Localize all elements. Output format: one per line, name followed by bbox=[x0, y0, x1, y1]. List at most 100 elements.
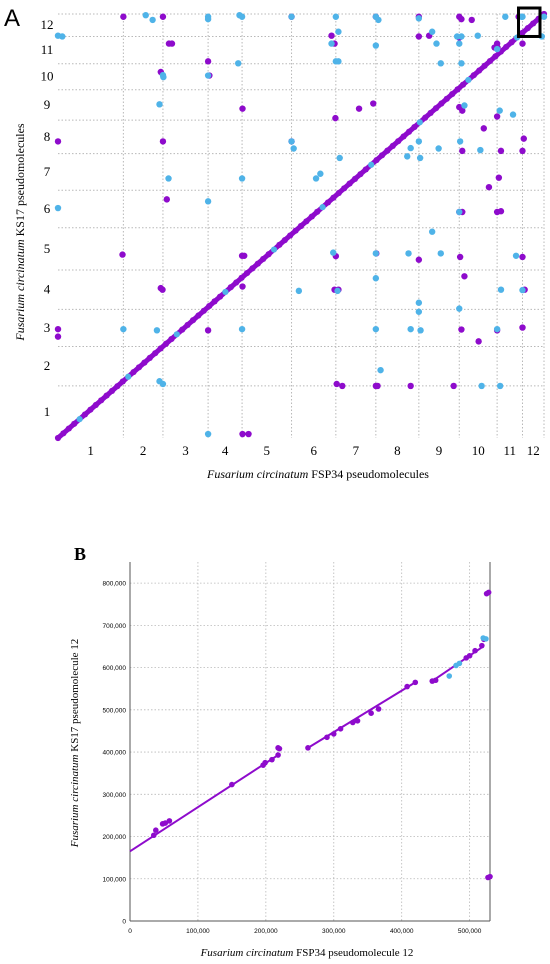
diagonal-bead bbox=[81, 411, 89, 418]
y-tick-label: 700,000 bbox=[103, 623, 127, 630]
diagonal-bead bbox=[530, 20, 537, 27]
diagonal-bead bbox=[362, 166, 369, 173]
data-point-blue bbox=[290, 145, 297, 152]
data-point-purple bbox=[458, 326, 465, 333]
data-point-blue bbox=[416, 154, 424, 162]
data-point-purple bbox=[166, 818, 173, 824]
panel-b-grid bbox=[130, 562, 490, 921]
data-point-blue bbox=[433, 40, 440, 47]
x-chromosome-label: 5 bbox=[264, 443, 271, 458]
data-point-purple bbox=[324, 734, 330, 741]
data-point-blue bbox=[478, 382, 485, 390]
data-point-purple bbox=[475, 338, 482, 345]
data-point-blue bbox=[204, 198, 212, 205]
diagonal-bead bbox=[54, 434, 62, 442]
data-point-blue bbox=[435, 145, 442, 152]
data-point-blue bbox=[518, 13, 525, 20]
y-chromosome-label: 3 bbox=[44, 320, 51, 335]
data-point-blue bbox=[405, 250, 412, 257]
x-tick-label: 400,000 bbox=[390, 928, 414, 935]
diagonal-bead bbox=[92, 401, 99, 409]
data-point-blue bbox=[288, 13, 295, 20]
data-point-purple bbox=[269, 756, 275, 763]
data-point-blue bbox=[149, 16, 156, 24]
data-point-purple bbox=[355, 105, 363, 112]
diagonal-bead bbox=[135, 364, 143, 371]
data-point-blue bbox=[332, 13, 340, 20]
diagonal-bead bbox=[319, 204, 326, 211]
data-point-purple bbox=[487, 873, 493, 880]
data-point-blue bbox=[540, 13, 548, 20]
data-point-purple bbox=[459, 147, 466, 155]
diagonal-bead bbox=[357, 171, 364, 178]
data-point-purple bbox=[479, 642, 485, 649]
data-point-blue bbox=[120, 325, 127, 333]
y-tick-label: 100,000 bbox=[103, 876, 127, 883]
diagonal-bead bbox=[287, 232, 294, 239]
y-chromosome-label: 6 bbox=[44, 201, 51, 216]
diagonal-bead bbox=[303, 218, 310, 225]
diagonal-bead bbox=[400, 133, 407, 140]
diagonal-bead bbox=[432, 105, 440, 112]
y-chromosome-label: 11 bbox=[41, 42, 54, 57]
data-point-blue bbox=[415, 15, 423, 22]
y-chromosome-label: 2 bbox=[44, 358, 51, 373]
data-point-blue bbox=[502, 13, 509, 20]
data-point-purple bbox=[239, 105, 246, 112]
data-point-purple bbox=[468, 16, 475, 24]
data-point-blue bbox=[372, 325, 380, 333]
panel-b-axes bbox=[129, 562, 491, 922]
x-chromosome-label: 2 bbox=[140, 443, 147, 458]
data-point-blue bbox=[458, 60, 465, 67]
diagonal-bead bbox=[98, 397, 105, 404]
diagonal-bead bbox=[486, 58, 494, 65]
data-point-purple bbox=[275, 745, 281, 751]
data-point-blue bbox=[204, 430, 212, 438]
data-point-purple bbox=[168, 40, 176, 47]
data-point-purple bbox=[339, 382, 346, 390]
diagonal-bead bbox=[324, 199, 332, 206]
diagonal-bead bbox=[249, 265, 256, 272]
diagonal-bead bbox=[206, 302, 213, 310]
data-point-blue bbox=[512, 252, 520, 259]
data-point-purple bbox=[374, 382, 381, 390]
diagonal-bead bbox=[179, 326, 186, 333]
panel-a-label: A bbox=[4, 5, 20, 32]
data-point-blue bbox=[235, 60, 242, 67]
data-point-blue bbox=[483, 636, 489, 642]
panel-b-x-tick-labels: 0 100,000 200,000 300,000 400,000 500,000 bbox=[128, 928, 482, 935]
diagonal-bead bbox=[125, 373, 132, 380]
data-point-blue bbox=[238, 175, 246, 182]
data-point-blue bbox=[437, 60, 444, 67]
data-point-purple bbox=[466, 652, 473, 659]
diagonal-bead bbox=[438, 100, 445, 107]
data-point-blue bbox=[288, 138, 295, 145]
diagonal-bead bbox=[211, 298, 218, 305]
data-point-purple bbox=[450, 382, 457, 390]
diagonal-bead bbox=[297, 222, 305, 230]
diagonal-bead bbox=[476, 67, 483, 74]
data-point-purple bbox=[375, 706, 382, 712]
y-chromosome-label: 12 bbox=[41, 17, 54, 32]
diagonal-bead bbox=[108, 387, 116, 394]
y-chromosome-label: 8 bbox=[44, 129, 51, 144]
diagonal-bead bbox=[71, 420, 78, 427]
x-chromosome-label: 9 bbox=[436, 443, 443, 458]
data-point-purple bbox=[245, 430, 252, 438]
data-point-purple bbox=[349, 719, 356, 726]
diagonal-bead bbox=[265, 251, 272, 258]
panel-b-label: B bbox=[74, 544, 86, 564]
data-point-purple bbox=[204, 58, 212, 65]
diagonal-bead bbox=[422, 114, 429, 121]
data-point-blue bbox=[328, 40, 335, 47]
panel-a-y-axis-title: Fusarium circinatum KS17 pseudomolecules bbox=[13, 123, 27, 342]
data-point-purple bbox=[497, 147, 505, 155]
diagonal-bead bbox=[60, 430, 67, 437]
data-point-blue bbox=[295, 287, 303, 295]
data-point-blue bbox=[156, 101, 163, 108]
y-chromosome-label: 4 bbox=[44, 282, 51, 297]
diagonal-bead bbox=[119, 378, 126, 385]
data-point-purple bbox=[456, 253, 464, 261]
data-point-purple bbox=[458, 15, 465, 23]
